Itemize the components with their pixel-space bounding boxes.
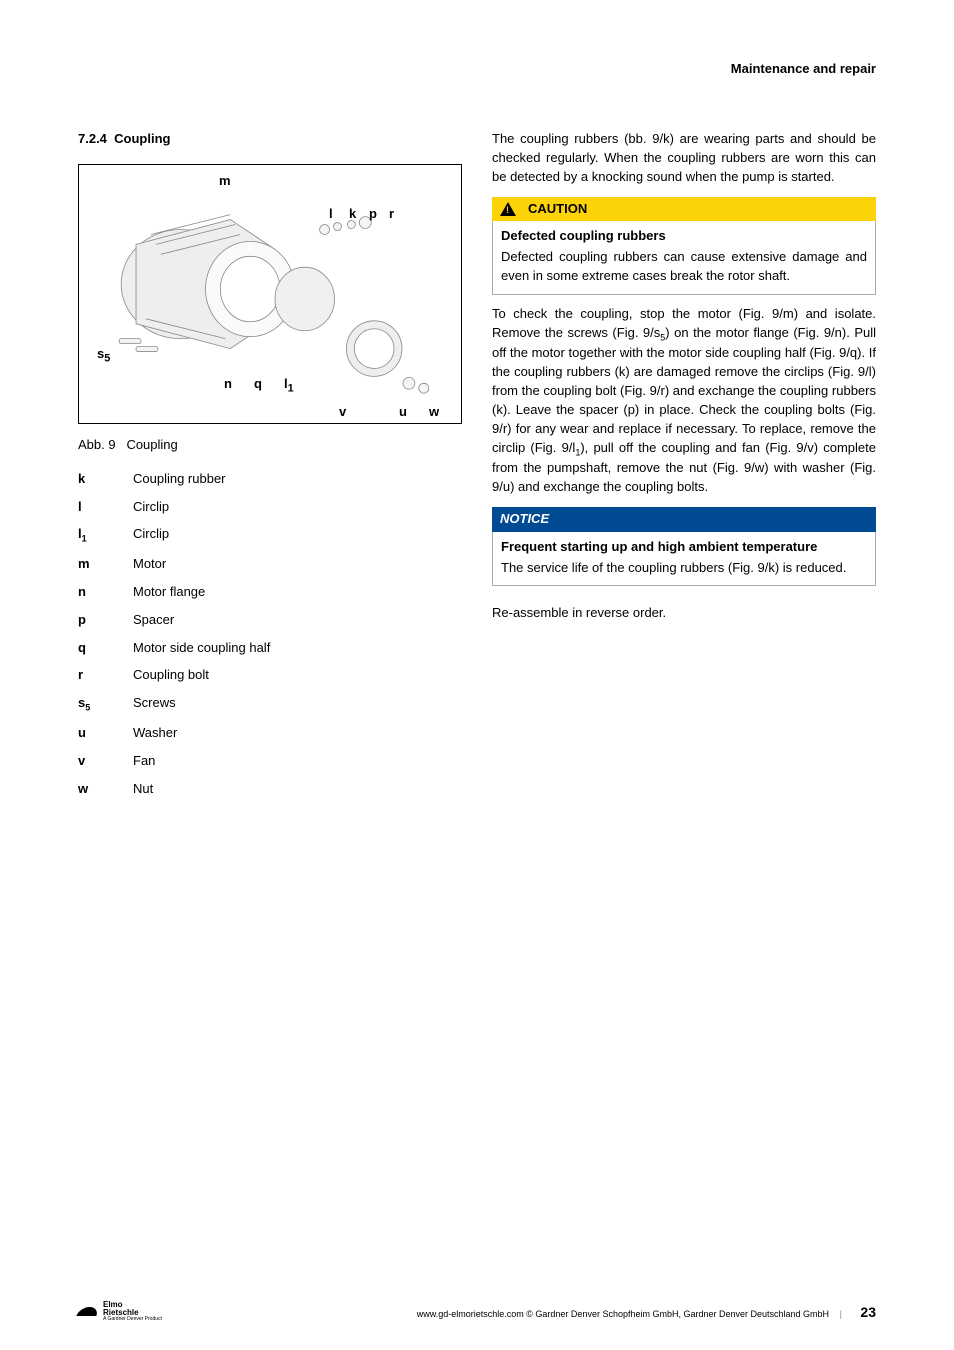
- caution-body: Defected coupling rubbers Defected coupl…: [492, 221, 876, 295]
- fig-label-l: l: [329, 205, 333, 224]
- notice-label: NOTICE: [500, 510, 549, 529]
- legend-row: nMotor flange: [78, 583, 462, 602]
- legend-key: v: [78, 752, 133, 771]
- figure-caption: Abb. 9 Coupling: [78, 436, 462, 455]
- fig-label-k: k: [349, 205, 356, 224]
- section-heading: 7.2.4 Coupling: [78, 130, 462, 149]
- legend-row: uWasher: [78, 724, 462, 743]
- logo-text: Elmo Rietschle A Gardner Denver Product: [103, 1301, 162, 1322]
- section-title: Coupling: [114, 131, 170, 146]
- intro-paragraph: The coupling rubbers (bb. 9/k) are weari…: [492, 130, 876, 187]
- brand-sub: A Gardner Denver Product: [103, 1317, 162, 1322]
- legend-label: Coupling bolt: [133, 666, 209, 685]
- fig-label-l1: l1: [284, 375, 294, 397]
- logo-swoosh-icon: [76, 1307, 99, 1316]
- legend-key: p: [78, 611, 133, 630]
- legend-key: u: [78, 724, 133, 743]
- notice-text: The service life of the coupling rubbers…: [501, 560, 846, 575]
- footer-sep: |: [840, 1309, 842, 1319]
- legend-row: vFan: [78, 752, 462, 771]
- legend-key: q: [78, 639, 133, 658]
- page-footer: Elmo Rietschle A Gardner Denver Product …: [78, 1301, 876, 1322]
- caution-header: CAUTION: [492, 197, 876, 222]
- legend-label: Coupling rubber: [133, 470, 226, 489]
- fig-label-n: n: [224, 375, 232, 394]
- legend-row: l1Circlip: [78, 525, 462, 546]
- footer-copy: www.gd-elmorietschle.com © Gardner Denve…: [417, 1309, 829, 1319]
- fig-label-q: q: [254, 375, 262, 394]
- legend-label: Circlip: [133, 498, 169, 517]
- page-header-section: Maintenance and repair: [731, 60, 876, 79]
- figure-legend: kCoupling rubberlCirclipl1CirclipmMotorn…: [78, 470, 462, 799]
- legend-row: kCoupling rubber: [78, 470, 462, 489]
- notice-body: Frequent starting up and high ambient te…: [492, 532, 876, 587]
- legend-row: qMotor side coupling half: [78, 639, 462, 658]
- legend-key: w: [78, 780, 133, 799]
- instr-part2: ) on the motor flange (Fig. 9/n). Pull o…: [492, 325, 876, 455]
- fig-label-v: v: [339, 403, 346, 422]
- legend-label: Fan: [133, 752, 155, 771]
- legend-key: r: [78, 666, 133, 685]
- legend-row: pSpacer: [78, 611, 462, 630]
- legend-label: Motor side coupling half: [133, 639, 270, 658]
- notice-callout: NOTICE Frequent starting up and high amb…: [492, 507, 876, 587]
- fig-label-s5: s5: [97, 345, 110, 367]
- caption-prefix: Abb. 9: [78, 437, 116, 452]
- content-columns: 7.2.4 Coupling: [78, 130, 876, 807]
- warning-icon: [500, 202, 516, 216]
- legend-key: k: [78, 470, 133, 489]
- legend-label: Washer: [133, 724, 177, 743]
- legend-key: n: [78, 583, 133, 602]
- notice-header: NOTICE: [492, 507, 876, 532]
- legend-label: Motor: [133, 555, 166, 574]
- figure-coupling: m l k p r s5 n q l1 v u w: [78, 164, 462, 424]
- legend-label: Spacer: [133, 611, 174, 630]
- caution-label: CAUTION: [528, 200, 587, 219]
- legend-key: l1: [78, 525, 133, 546]
- section-number: 7.2.4: [78, 131, 107, 146]
- legend-row: lCirclip: [78, 498, 462, 517]
- caution-text: Defected coupling rubbers can cause exte…: [501, 249, 867, 283]
- fig-label-p: p: [369, 205, 377, 224]
- coupling-illustration: [79, 165, 461, 423]
- instructions-paragraph: To check the coupling, stop the motor (F…: [492, 305, 876, 497]
- legend-label: Circlip: [133, 525, 169, 546]
- caution-callout: CAUTION Defected coupling rubbers Defect…: [492, 197, 876, 295]
- fig-label-u: u: [399, 403, 407, 422]
- legend-row: s5Screws: [78, 694, 462, 715]
- legend-row: wNut: [78, 780, 462, 799]
- legend-key: s5: [78, 694, 133, 715]
- reassemble-text: Re-assemble in reverse order.: [492, 604, 876, 623]
- fig-label-w: w: [429, 403, 439, 422]
- page-number: 23: [860, 1304, 876, 1320]
- right-column: The coupling rubbers (bb. 9/k) are weari…: [492, 130, 876, 807]
- legend-label: Nut: [133, 780, 153, 799]
- fig-label-m: m: [219, 172, 231, 191]
- fig-label-r: r: [389, 205, 394, 224]
- legend-key: m: [78, 555, 133, 574]
- caution-title: Defected coupling rubbers: [501, 227, 867, 246]
- footer-right: www.gd-elmorietschle.com © Gardner Denve…: [417, 1302, 876, 1322]
- legend-label: Screws: [133, 694, 176, 715]
- legend-label: Motor flange: [133, 583, 205, 602]
- legend-row: rCoupling bolt: [78, 666, 462, 685]
- legend-row: mMotor: [78, 555, 462, 574]
- left-column: 7.2.4 Coupling: [78, 130, 462, 807]
- brand-logo: Elmo Rietschle A Gardner Denver Product: [78, 1301, 162, 1322]
- notice-title: Frequent starting up and high ambient te…: [501, 538, 867, 557]
- legend-key: l: [78, 498, 133, 517]
- caption-title: Coupling: [126, 437, 177, 452]
